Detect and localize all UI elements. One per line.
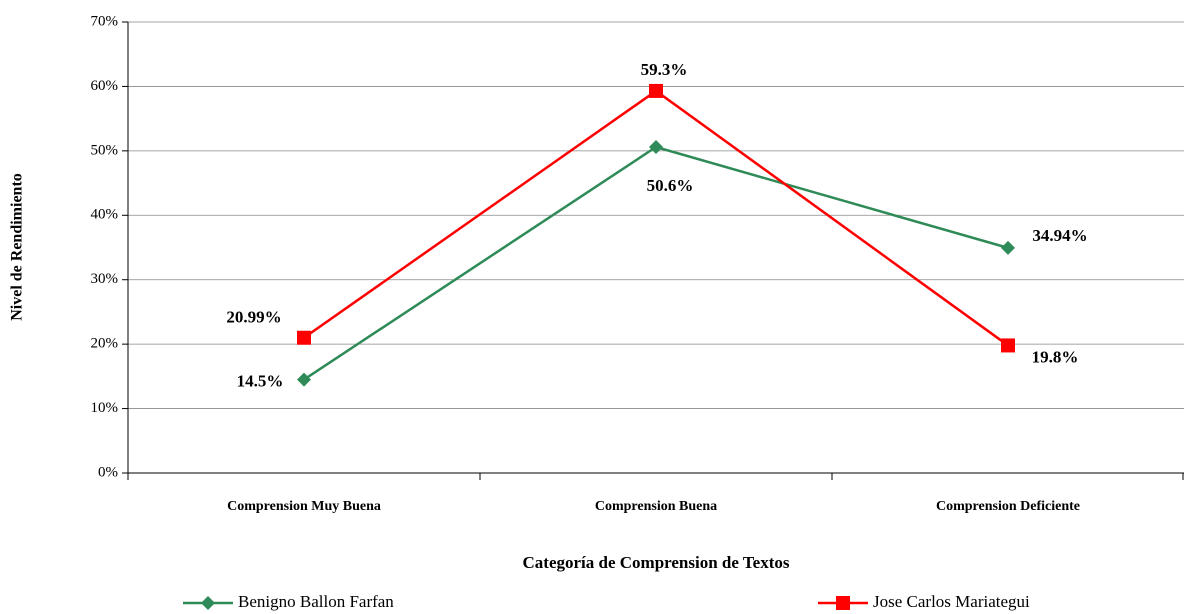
data-label: 50.6%	[647, 176, 694, 195]
y-tick-label: 10%	[91, 400, 119, 416]
data-label: 14.5%	[237, 371, 284, 390]
data-label: 59.3%	[641, 60, 688, 79]
data-point	[297, 330, 311, 345]
legend-label: Benigno Ballon Farfan	[238, 592, 394, 611]
data-label: 34.94%	[1032, 226, 1087, 245]
data-point	[1001, 338, 1015, 353]
x-axis-title: Categoría de Comprension de Textos	[523, 553, 790, 572]
data-label: 19.8%	[1032, 347, 1079, 366]
x-tick-label: Comprension Muy Buena	[227, 499, 381, 514]
y-tick-label: 70%	[91, 13, 119, 29]
y-tick-label: 40%	[91, 207, 119, 223]
legend-marker	[836, 596, 850, 610]
legend-marker	[201, 596, 215, 610]
data-point	[297, 372, 311, 387]
y-tick-label: 50%	[91, 142, 119, 158]
y-tick-label: 60%	[91, 78, 119, 94]
y-tick-label: 30%	[91, 271, 119, 287]
data-label: 20.99%	[226, 308, 281, 327]
y-axis-title: Nivel de Rendimiento	[9, 173, 26, 321]
data-point	[1001, 240, 1015, 255]
legend-label: Jose Carlos Mariategui	[873, 592, 1030, 611]
y-tick-label: 0%	[98, 464, 118, 480]
x-tick-label: Comprension Deficiente	[936, 499, 1080, 514]
data-point	[649, 83, 663, 98]
x-tick-label: Comprension Buena	[595, 499, 717, 514]
y-tick-label: 20%	[91, 336, 119, 352]
data-point	[649, 139, 663, 154]
